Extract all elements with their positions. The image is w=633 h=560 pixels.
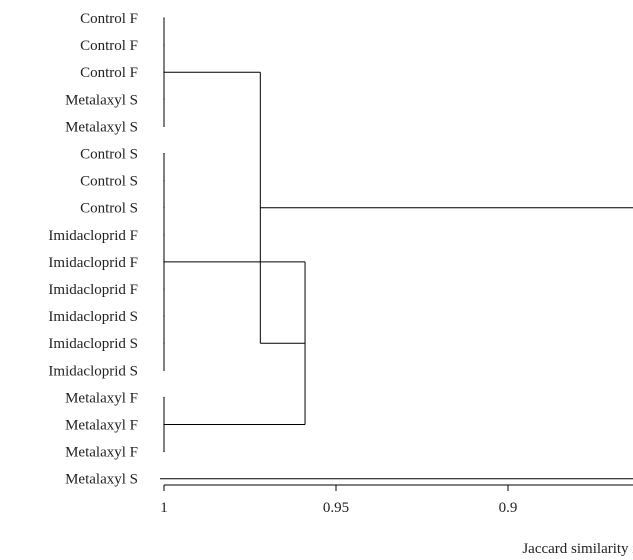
x-axis-title: Jaccard similarity index <box>522 541 633 557</box>
leaf-label: Metalaxyl S <box>65 472 138 488</box>
leaf-label: Metalaxyl F <box>65 445 138 461</box>
leaf-label: Control F <box>80 65 138 81</box>
leaf-label: Imidacloprid S <box>48 309 138 325</box>
leaf-label: Control F <box>80 11 138 27</box>
x-tick-label: 0.95 <box>323 500 349 516</box>
leaf-label: Control S <box>80 174 138 190</box>
leaf-label: Control F <box>80 38 138 54</box>
leaf-label: Imidacloprid S <box>48 363 138 379</box>
x-axis: 10.950.90.850.80.75 <box>160 484 633 516</box>
leaf-label: Metalaxyl F <box>65 390 138 406</box>
x-tick-label: 0.9 <box>499 500 518 516</box>
leaf-label: Metalaxyl F <box>65 418 138 434</box>
leaf-label: Imidacloprid F <box>48 228 138 244</box>
leaf-label: Control S <box>80 147 138 163</box>
leaf-label: Imidacloprid F <box>48 282 138 298</box>
leaf-labels: Control F Control F Control F Metalaxyl S Me… <box>48 11 138 488</box>
x-tick-label: 1 <box>160 500 168 516</box>
leaf-label: Control S <box>80 201 138 217</box>
branches <box>160 17 633 480</box>
leaf-label: Imidacloprid F <box>48 255 138 271</box>
leaf-label: Imidacloprid S <box>48 336 138 352</box>
leaf-label: Metalaxyl S <box>65 92 138 108</box>
x-axis-ticks: 10.950.90.850.80.75 <box>160 485 518 516</box>
leaf-label: Metalaxyl S <box>65 119 138 135</box>
